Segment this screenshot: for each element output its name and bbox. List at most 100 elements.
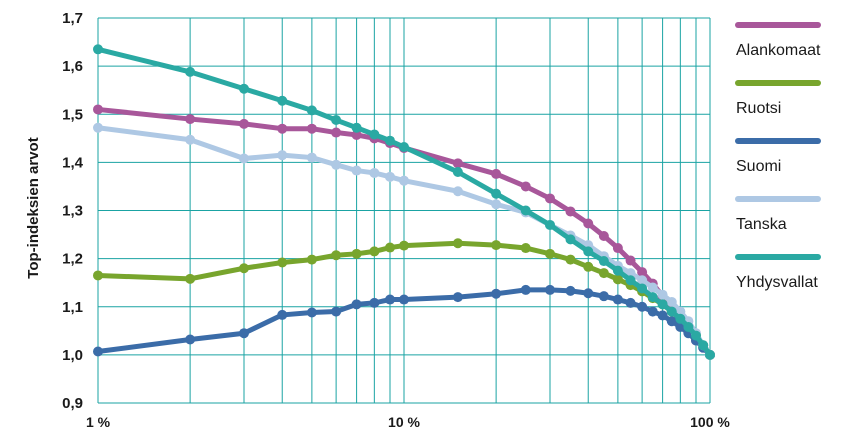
data-point bbox=[520, 181, 531, 192]
data-point bbox=[93, 270, 103, 281]
data-point bbox=[625, 297, 636, 308]
y-axis-label: Top-indeksien arvot bbox=[25, 137, 42, 278]
series-line bbox=[95, 46, 713, 358]
data-point bbox=[637, 275, 648, 286]
data-point bbox=[452, 186, 463, 197]
data-point bbox=[93, 346, 103, 357]
y-tick-label: 0,9 bbox=[62, 395, 83, 412]
data-point bbox=[277, 257, 288, 268]
data-point bbox=[675, 313, 686, 324]
data-point bbox=[565, 285, 576, 296]
data-point bbox=[647, 306, 658, 317]
data-point bbox=[369, 167, 380, 178]
data-point bbox=[369, 246, 380, 257]
data-point bbox=[583, 218, 594, 229]
data-point bbox=[452, 158, 463, 169]
data-point bbox=[331, 306, 342, 317]
legend-label: Suomi bbox=[736, 158, 781, 175]
data-point bbox=[544, 284, 555, 295]
data-point bbox=[520, 284, 531, 295]
data-point bbox=[238, 83, 249, 94]
data-point bbox=[331, 250, 342, 261]
data-point bbox=[544, 248, 555, 259]
data-point bbox=[351, 248, 362, 259]
data-point bbox=[705, 349, 715, 360]
data-point bbox=[351, 299, 362, 310]
data-point bbox=[369, 297, 380, 308]
data-point bbox=[491, 288, 502, 299]
data-point bbox=[698, 340, 709, 351]
data-point bbox=[452, 292, 463, 303]
data-point bbox=[331, 115, 342, 126]
data-point bbox=[565, 254, 576, 265]
data-point bbox=[520, 205, 531, 216]
x-tick-label: 100 % bbox=[690, 414, 730, 430]
data-point bbox=[351, 165, 362, 176]
data-point bbox=[399, 240, 409, 251]
data-point bbox=[185, 66, 196, 77]
data-point bbox=[351, 129, 362, 140]
data-point bbox=[598, 231, 609, 242]
data-point bbox=[399, 141, 409, 152]
data-point bbox=[306, 105, 317, 116]
data-point bbox=[625, 275, 636, 286]
data-point bbox=[277, 95, 288, 106]
data-point bbox=[598, 268, 609, 279]
data-point bbox=[185, 273, 196, 284]
data-point bbox=[384, 294, 395, 305]
series-line bbox=[95, 287, 713, 358]
data-point bbox=[93, 122, 103, 133]
data-point bbox=[666, 306, 677, 317]
data-point bbox=[647, 282, 658, 293]
y-tick-label: 1,6 bbox=[62, 58, 83, 75]
data-point bbox=[637, 301, 648, 312]
data-point bbox=[384, 242, 395, 253]
data-point bbox=[238, 153, 249, 164]
data-point bbox=[544, 193, 555, 204]
data-point bbox=[637, 267, 648, 278]
y-tick-label: 1,5 bbox=[62, 106, 83, 123]
series-lines bbox=[93, 44, 715, 360]
legend-label: Yhdysvallat bbox=[736, 274, 818, 291]
data-point bbox=[331, 159, 342, 170]
data-point bbox=[384, 171, 395, 182]
data-point bbox=[331, 127, 342, 138]
data-point bbox=[612, 243, 623, 254]
axes: 0,9 1,0 1,1 1,2 1,3 1,4 1,5 1,6 1,7 1 % 10 % 100 % bbox=[62, 10, 730, 430]
data-point bbox=[598, 256, 609, 267]
data-point bbox=[565, 234, 576, 245]
y-tick-label: 1,1 bbox=[62, 299, 83, 316]
data-point bbox=[277, 150, 288, 161]
y-tick-label: 1,3 bbox=[62, 203, 83, 220]
data-point bbox=[238, 118, 249, 129]
data-point bbox=[93, 44, 103, 55]
data-point bbox=[666, 296, 677, 307]
data-point bbox=[690, 330, 701, 341]
legend-label: Tanska bbox=[736, 216, 787, 233]
data-point bbox=[565, 206, 576, 217]
data-point bbox=[369, 129, 380, 140]
legend: Alankomaat Ruotsi Suomi Tanska Yhdysvallat bbox=[735, 22, 821, 291]
data-point bbox=[185, 134, 196, 145]
y-tick-label: 1,0 bbox=[62, 347, 83, 364]
data-point bbox=[306, 307, 317, 318]
data-point bbox=[399, 175, 409, 186]
data-point bbox=[185, 334, 196, 345]
y-tick-label: 1,7 bbox=[62, 10, 83, 27]
data-point bbox=[238, 328, 249, 339]
data-point bbox=[452, 167, 463, 177]
data-point bbox=[491, 240, 502, 251]
data-point bbox=[683, 321, 694, 332]
data-point bbox=[598, 291, 609, 302]
data-point bbox=[647, 292, 658, 303]
series-yhdysvallat bbox=[93, 44, 715, 360]
data-point bbox=[612, 265, 623, 276]
data-point bbox=[277, 309, 288, 320]
data-point bbox=[491, 188, 502, 199]
legend-label: Alankomaat bbox=[736, 42, 821, 59]
series-suomi bbox=[93, 284, 715, 360]
data-point bbox=[657, 289, 668, 300]
data-point bbox=[351, 122, 362, 133]
data-point bbox=[657, 299, 668, 310]
